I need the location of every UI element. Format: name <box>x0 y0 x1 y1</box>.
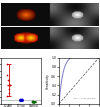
Point <box>20 99 22 101</box>
Point <box>20 99 22 101</box>
Point <box>7 95 8 97</box>
Point <box>20 99 22 101</box>
Point <box>22 100 23 101</box>
Point <box>20 99 21 101</box>
Point <box>33 101 34 103</box>
Point <box>20 98 22 100</box>
Point <box>34 101 35 102</box>
Point <box>19 99 21 101</box>
Point <box>19 99 20 100</box>
Y-axis label: Sensitivity: Sensitivity <box>46 73 50 89</box>
Point <box>32 101 33 103</box>
Point <box>6 63 8 65</box>
Point <box>32 101 34 103</box>
Point <box>33 101 35 103</box>
Point <box>32 101 33 103</box>
Point <box>21 98 23 100</box>
Point <box>32 100 33 102</box>
Point <box>21 99 22 101</box>
Point <box>7 74 8 76</box>
Text: AUC = 0.XX (XX-XX): AUC = 0.XX (XX-XX) <box>73 97 96 99</box>
Point <box>32 101 34 102</box>
Point <box>31 101 33 102</box>
Point <box>9 85 11 86</box>
Point <box>33 101 34 103</box>
Point <box>19 99 21 100</box>
Point <box>8 88 10 90</box>
Point <box>19 99 21 101</box>
Point <box>7 79 9 81</box>
Point <box>8 92 10 94</box>
Point <box>21 99 23 101</box>
Point <box>20 100 21 101</box>
Point <box>33 101 35 102</box>
